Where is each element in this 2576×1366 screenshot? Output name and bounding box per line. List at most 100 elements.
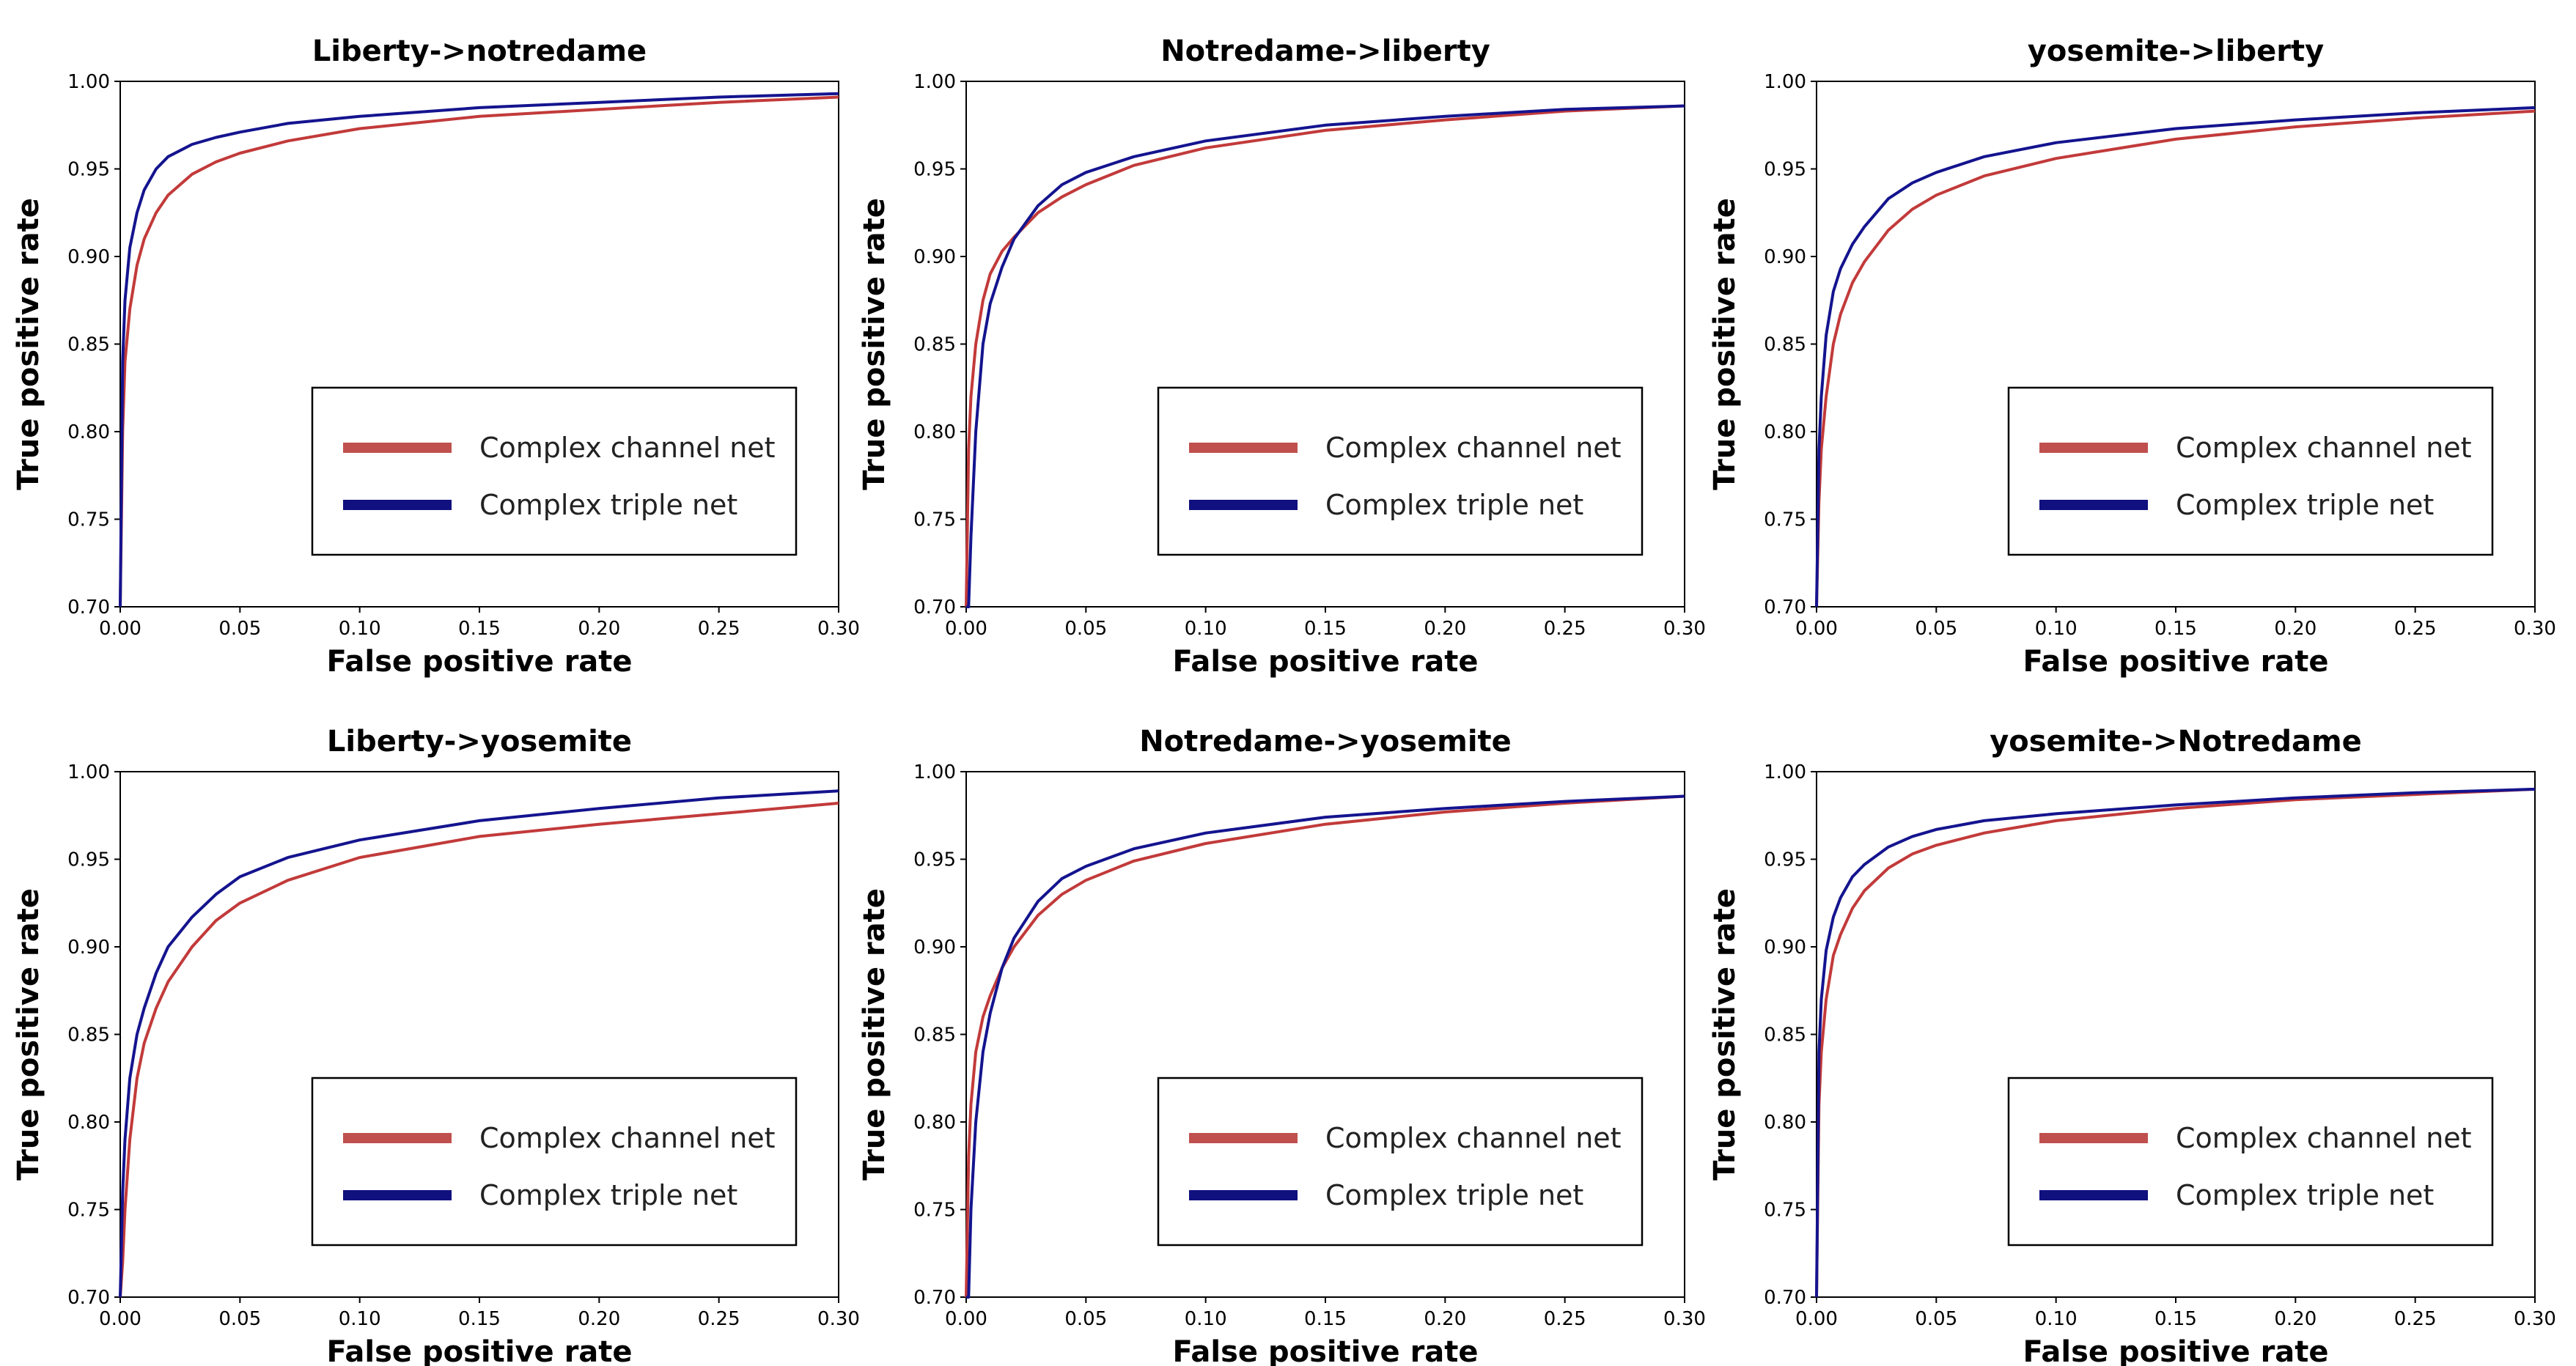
y-axis-label: True positive rate	[1708, 198, 1742, 490]
x-tick-label: 0.10	[2035, 1308, 2078, 1330]
x-tick-label: 0.00	[99, 1308, 141, 1330]
legend-box	[311, 386, 798, 556]
y-tick-label: 0.90	[1764, 246, 1806, 268]
x-tick-label: 0.25	[1544, 618, 1586, 640]
y-tick-label: 1.00	[67, 71, 110, 93]
x-tick-label: 0.15	[1304, 618, 1347, 640]
legend-label-triple: Complex triple net	[1325, 1179, 1583, 1211]
chart-title: Liberty->yosemite	[327, 725, 632, 758]
y-tick-label: 0.80	[1764, 1112, 1806, 1134]
legend-label-triple: Complex triple net	[479, 489, 737, 521]
x-tick-label: 0.25	[2394, 618, 2437, 640]
x-tick-label: 0.30	[817, 618, 860, 640]
chart-title: Liberty->notredame	[312, 34, 647, 68]
y-tick-label: 0.80	[67, 421, 110, 443]
x-tick-label: 0.20	[1424, 1308, 1466, 1330]
y-axis-label: True positive rate	[12, 888, 45, 1181]
x-tick-label: 0.30	[1663, 618, 1706, 640]
x-tick-label: 0.25	[2394, 1308, 2437, 1330]
x-tick-label: 0.00	[1795, 1308, 1838, 1330]
chart-panel: Notredame->liberty 0.70 0.75 0.80 0.85 0.90 0.…	[858, 34, 1706, 679]
y-tick-label: 0.85	[67, 334, 110, 356]
y-tick-label: 0.95	[1764, 849, 1806, 871]
y-tick-label: 0.80	[913, 1112, 956, 1134]
x-tick-label: 0.15	[2154, 618, 2197, 640]
x-tick-label: 0.00	[99, 618, 141, 640]
chart-title: Notredame->liberty	[1160, 34, 1490, 68]
y-tick-label: 0.80	[1764, 421, 1806, 443]
legend-label-triple: Complex triple net	[2176, 1179, 2434, 1211]
x-tick-label: 0.25	[698, 618, 740, 640]
chart-title: yosemite->liberty	[2028, 34, 2324, 68]
chart-panel: Notredame->yosemite 0.70 0.75 0.80 0.85 0.90 0…	[858, 725, 1706, 1366]
chart-title: Notredame->yosemite	[1139, 725, 1512, 758]
triple-net-curve	[966, 104, 1685, 608]
x-tick-label: 0.25	[698, 1308, 740, 1330]
y-tick-label: 0.80	[913, 421, 956, 443]
x-tick-label: 0.30	[2514, 1308, 2556, 1330]
x-tick-label: 0.10	[339, 1308, 381, 1330]
x-axis-label: False positive rate	[326, 645, 632, 679]
x-tick-label: 0.30	[817, 1308, 860, 1330]
x-tick-label: 0.00	[945, 618, 987, 640]
y-tick-label: 0.90	[1764, 937, 1806, 959]
x-tick-label: 0.10	[1185, 1308, 1227, 1330]
triple-net-curve	[1815, 787, 2536, 1298]
y-tick-label: 0.70	[67, 597, 110, 619]
y-tick-label: 0.85	[1764, 334, 1806, 356]
y-tick-label: 0.75	[913, 1200, 956, 1222]
x-tick-label: 0.05	[1915, 1308, 1957, 1330]
x-tick-label: 0.10	[339, 618, 381, 640]
x-axis-label: False positive rate	[326, 1335, 632, 1366]
y-tick-label: 0.70	[913, 1287, 956, 1309]
chart-panel: Liberty->yosemite 0.70 0.75 0.80 0.85 0.90 0.9…	[12, 725, 860, 1366]
y-tick-label: 0.85	[67, 1024, 110, 1046]
y-tick-label: 0.70	[1764, 1287, 1806, 1309]
x-axis-label: False positive rate	[1172, 645, 1478, 679]
y-tick-label: 0.90	[67, 937, 110, 959]
y-tick-label: 0.85	[913, 334, 956, 356]
y-tick-label: 1.00	[913, 761, 956, 783]
x-axis-label: False positive rate	[2023, 1335, 2328, 1366]
y-tick-label: 0.75	[913, 509, 956, 531]
y-tick-label: 0.75	[1764, 509, 1806, 531]
triple-net-curve	[966, 794, 1685, 1299]
legend-label-channel: Complex channel net	[2176, 1122, 2472, 1154]
legend-label-channel: Complex channel net	[479, 432, 776, 464]
x-tick-label: 0.10	[2035, 618, 2078, 640]
y-axis-label: True positive rate	[858, 888, 891, 1181]
legend-box	[2007, 1077, 2494, 1247]
triple-net-curve	[1815, 106, 2536, 608]
legend-box	[311, 1077, 798, 1247]
y-tick-label: 1.00	[67, 761, 110, 783]
triple-net-curve	[119, 92, 839, 608]
x-tick-label: 0.00	[945, 1308, 987, 1330]
chart-panel: yosemite->liberty 0.70 0.75 0.80 0.85 0.90 0.9…	[1708, 34, 2556, 679]
x-tick-label: 0.05	[218, 1308, 261, 1330]
x-tick-label: 0.30	[1663, 1308, 1706, 1330]
y-axis-label: True positive rate	[12, 198, 45, 490]
y-tick-label: 0.85	[1764, 1024, 1806, 1046]
x-tick-label: 0.15	[2154, 1308, 2197, 1330]
y-tick-label: 1.00	[1764, 761, 1806, 783]
channel-net-curve	[1815, 109, 2536, 608]
channel-net-curve	[1815, 787, 2536, 1298]
y-tick-label: 0.75	[67, 1200, 110, 1222]
y-tick-label: 0.95	[913, 849, 956, 871]
legend-box	[2007, 386, 2494, 556]
y-tick-label: 0.70	[67, 1287, 110, 1309]
x-axis-label: False positive rate	[1172, 1335, 1478, 1366]
y-tick-label: 0.90	[67, 246, 110, 268]
x-tick-label: 0.20	[2274, 1308, 2316, 1330]
x-tick-label: 0.20	[1424, 618, 1466, 640]
y-tick-label: 0.75	[1764, 1200, 1806, 1222]
y-tick-label: 0.95	[67, 849, 110, 871]
y-tick-label: 1.00	[1764, 71, 1806, 93]
channel-net-curve	[119, 95, 839, 608]
legend-label-triple: Complex triple net	[2176, 489, 2434, 521]
channel-net-curve	[965, 104, 1685, 608]
y-axis-label: True positive rate	[858, 198, 891, 490]
y-tick-label: 0.70	[1764, 597, 1806, 619]
